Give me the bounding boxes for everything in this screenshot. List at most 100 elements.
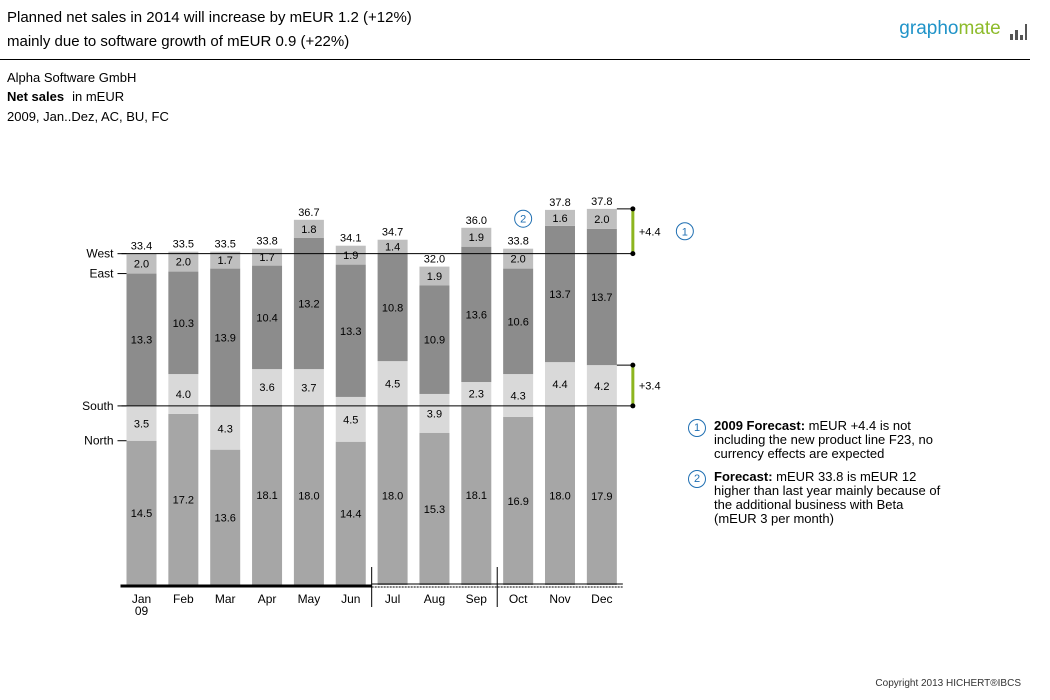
bar-segment (377, 253, 408, 362)
segment-value-label: 13.7 (549, 289, 570, 301)
bar-segment (252, 265, 283, 370)
segment-value-label: 18.1 (466, 490, 487, 502)
bar-segment (335, 396, 366, 442)
bar-segment (586, 208, 617, 229)
segment-value-label: 4.2 (594, 381, 609, 393)
bar-segment (377, 405, 408, 585)
series-label: East (89, 267, 114, 281)
total-label: 33.8 (507, 236, 528, 248)
segment-value-label: 10.9 (424, 335, 445, 347)
series-label: West (86, 247, 114, 261)
copyright: Copyright 2013 HICHERT®IBCS (875, 678, 1021, 689)
bar-segment (293, 219, 324, 238)
bar-segment (419, 393, 450, 433)
segment-value-label: 4.0 (176, 389, 191, 401)
bar-segment (419, 266, 450, 286)
segment-value-label: 13.6 (466, 309, 487, 321)
segment-value-label: 14.5 (131, 508, 152, 520)
measure-line: Net sales in mEUR (7, 89, 124, 104)
difference-dot (630, 403, 636, 409)
segment-value-label: 1.7 (259, 252, 274, 264)
bar-segment (545, 225, 575, 363)
notes-panel: 1 2009 Forecast: mEUR +4.4 is not includ… (688, 419, 948, 535)
bar-segment (461, 227, 492, 247)
note-1: 1 2009 Forecast: mEUR +4.4 is not includ… (688, 419, 948, 461)
difference-label: +4.4 (639, 226, 661, 238)
note-marker-circle (514, 209, 533, 228)
measure-unit: in mEUR (72, 89, 125, 104)
category-label: Dec (591, 592, 612, 606)
total-label: 33.5 (214, 239, 235, 251)
bar-chart-icon (1010, 24, 1027, 40)
segment-value-label: 17.2 (173, 494, 194, 506)
bar-segment (210, 406, 241, 450)
headline-line-1: Planned net sales in 2014 will increase … (7, 9, 412, 26)
segment-value-label: 2.0 (176, 257, 191, 269)
segment-value-label: 1.9 (343, 250, 358, 262)
segment-value-label: 4.5 (385, 379, 400, 391)
segment-value-label: 17.9 (591, 491, 612, 503)
total-label: 32.0 (424, 254, 445, 266)
bar-segment (168, 271, 199, 375)
segment-value-label: 1.7 (218, 255, 233, 267)
segment-value-label: 3.9 (427, 408, 442, 420)
total-label: 34.7 (382, 227, 403, 239)
bar-segment (293, 237, 324, 370)
bar-segment (419, 432, 450, 585)
bar-segment (586, 406, 617, 585)
total-label: 34.1 (340, 233, 361, 245)
bar-segment (461, 404, 492, 585)
category-label: Sep (466, 592, 488, 606)
segment-value-label: 10.4 (256, 312, 277, 324)
bar-segment (419, 285, 450, 394)
segment-value-label: 10.6 (507, 316, 528, 328)
bar-segment (335, 245, 366, 265)
difference-dot (630, 362, 636, 368)
note-text: mEUR 33.8 is mEUR 12 higher than last ye… (714, 469, 941, 526)
bar-segment (377, 361, 408, 406)
company-name: Alpha Software GmbH (7, 70, 137, 85)
segment-value-label: 18.1 (256, 490, 277, 502)
segment-value-label: 2.0 (594, 214, 609, 226)
bar-segment (545, 362, 575, 406)
difference-dot (630, 206, 636, 212)
bar-segment (545, 209, 575, 226)
segment-value-label: 13.2 (298, 298, 319, 310)
bar-segment (252, 404, 283, 585)
segment-value-label: 13.6 (214, 512, 235, 524)
bar-segment (335, 264, 366, 397)
segment-value-label: 13.3 (131, 335, 152, 347)
bar-segment (461, 246, 492, 383)
bar-segment (210, 449, 241, 585)
note-number: 1 (688, 419, 706, 437)
category-label: Jan (132, 592, 151, 606)
category-label: Aug (424, 592, 445, 606)
total-label: 36.7 (298, 207, 319, 219)
segment-value-label: 13.9 (214, 333, 235, 345)
bar-segment (293, 405, 324, 585)
category-label: Mar (215, 592, 236, 606)
category-label: May (298, 592, 321, 606)
bar-segment (377, 239, 408, 254)
segment-value-label: 18.0 (549, 490, 570, 502)
segment-value-label: 1.4 (385, 242, 400, 254)
note-marker-circle (675, 222, 694, 241)
bar-segment (168, 251, 199, 272)
measure-name: Net sales (7, 89, 65, 104)
segment-value-label: 18.0 (382, 490, 403, 502)
category-label: Apr (258, 592, 277, 606)
bar-segment (252, 369, 283, 405)
bar-segment (503, 416, 534, 585)
bar-segment (168, 413, 199, 585)
series-label: South (82, 399, 113, 413)
bar-segment (293, 369, 324, 406)
note-2: 2 Forecast: mEUR 33.8 is mEUR 12 higher … (688, 470, 948, 526)
bar-segment (210, 251, 241, 269)
segment-value-label: 1.8 (301, 224, 316, 236)
bar-segment (252, 248, 283, 266)
segment-value-label: 3.5 (134, 418, 149, 430)
bar-segment (503, 268, 534, 375)
bar-segment (126, 405, 157, 441)
bar-segment (503, 374, 534, 417)
segment-value-label: 15.3 (424, 504, 445, 516)
